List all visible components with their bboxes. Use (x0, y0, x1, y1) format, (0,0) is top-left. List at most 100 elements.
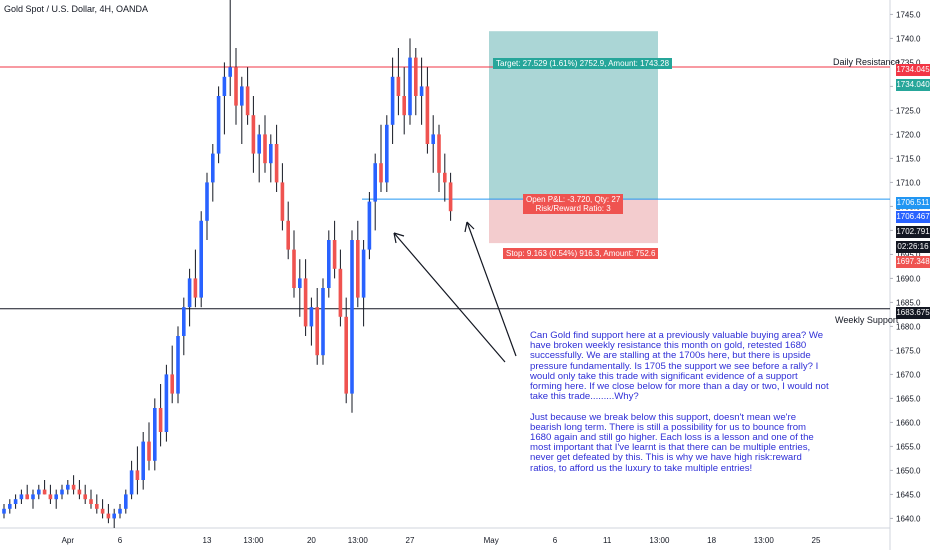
y-tick-label: 1645.0 (896, 490, 921, 499)
countdown-tag: 02:26:16 (896, 241, 930, 253)
candle-body (48, 494, 53, 500)
x-tick-label: 18 (707, 536, 716, 545)
candle-body (414, 57, 418, 96)
candle-body (141, 441, 145, 480)
y-tick-label: 1650.0 (896, 466, 921, 475)
y-tick-label: 1710.0 (896, 178, 921, 187)
x-tick-label: 6 (118, 536, 123, 545)
y-tick-label: 1680.0 (896, 322, 921, 331)
candle-body (118, 508, 122, 514)
target-label: Target: 27.529 (1.61%) 2752.9, Amount: 1… (493, 58, 673, 69)
pnl-line-2: Risk/Reward Ratio: 3 (535, 204, 611, 213)
analysis-note: Can Gold find support here at a previous… (530, 330, 830, 484)
x-tick-label: 13:00 (649, 536, 670, 545)
candle-body (66, 484, 70, 490)
candle-body (315, 307, 319, 356)
y-tick-label: 1640.0 (896, 514, 921, 523)
support-price-tag: 1683.675 (896, 307, 930, 319)
target-zone (489, 31, 658, 200)
candle-body (367, 201, 372, 250)
candle-body (25, 494, 29, 500)
candle-body (77, 489, 82, 495)
candle-body (222, 76, 227, 96)
chart-title: Gold Spot / U.S. Dollar, 4H, OANDA (4, 4, 149, 14)
candle-body (8, 504, 12, 509)
candle-body (437, 134, 441, 173)
candle-body (245, 86, 250, 116)
x-tick-label: 11 (603, 536, 612, 545)
x-tick-label: Apr (62, 536, 75, 545)
candle-body (286, 220, 290, 250)
candle-body (292, 249, 296, 288)
candle-body (298, 278, 302, 288)
arrow-head-left (393, 232, 405, 244)
candle-body (19, 494, 24, 500)
y-tick-label: 1695.0 (896, 250, 921, 259)
y-tick-label: 1655.0 (896, 442, 921, 451)
x-tick-label: 13 (203, 536, 212, 545)
candle-body (182, 307, 186, 336)
last-price-tag: 1706.467 (896, 211, 930, 223)
candle-body (153, 408, 157, 461)
candle-body (228, 67, 232, 77)
candle-body (344, 316, 348, 394)
candle-body (135, 470, 140, 480)
y-tick-label: 1725.0 (896, 106, 921, 115)
candle-body (379, 163, 383, 183)
x-tick-label: 13:00 (348, 536, 369, 545)
y-tick-label: 1665.0 (896, 394, 921, 403)
candle-body (373, 163, 377, 202)
candle-body (408, 57, 412, 116)
candle-body (176, 336, 180, 394)
y-tick-label: 1660.0 (896, 418, 921, 427)
support-label: Weekly Support (835, 315, 899, 325)
candle-body (280, 182, 285, 221)
candle-body (83, 494, 87, 500)
arrow-line-left (393, 232, 506, 363)
candle-body (234, 67, 238, 106)
candle-body (390, 76, 395, 125)
candle-body (402, 96, 406, 116)
arrow-line-right (466, 221, 517, 357)
candle-body (170, 374, 174, 394)
candle-body (269, 144, 273, 164)
candle-body (396, 76, 401, 96)
candle-body (431, 134, 435, 144)
candle-body (164, 374, 169, 432)
candle-body (448, 182, 453, 212)
candle-body (240, 86, 244, 106)
candle-body (257, 134, 261, 154)
candle-body (385, 124, 389, 183)
candle-body (112, 513, 116, 519)
candle-body (147, 441, 151, 461)
candle-body (37, 489, 41, 495)
candle-body (124, 494, 128, 509)
candle-body (89, 499, 93, 504)
y-tick-label: 1670.0 (896, 370, 921, 379)
y-tick-label: 1675.0 (896, 346, 921, 355)
y-tick-label: 1735.0 (896, 58, 921, 67)
candle-body (106, 513, 111, 519)
candle-body (54, 494, 58, 500)
stop-price-tag: 1697.348 (896, 256, 930, 268)
resistance-price-tag: 1734.045 (896, 64, 930, 76)
candle-body (356, 240, 360, 298)
candle-body (100, 508, 105, 514)
close-price-tag: 1702.791 (896, 226, 930, 238)
candle-body (60, 489, 64, 495)
candle-body (350, 240, 354, 394)
candle-body (129, 470, 134, 495)
candle-body (216, 96, 221, 154)
candle-body (205, 182, 209, 221)
x-tick-label: 13:00 (243, 536, 264, 545)
candle-body (361, 249, 366, 298)
entry-price-tag: 1706.511 (896, 197, 930, 209)
candle-body (31, 494, 35, 500)
candle-body (193, 278, 198, 298)
candle-body (211, 153, 215, 183)
x-tick-label: May (484, 536, 499, 545)
note-paragraph-2: Just because we break below this support… (530, 411, 814, 474)
candle-body (274, 144, 279, 183)
candle-body (251, 115, 256, 154)
arrow-head-right (464, 221, 475, 233)
